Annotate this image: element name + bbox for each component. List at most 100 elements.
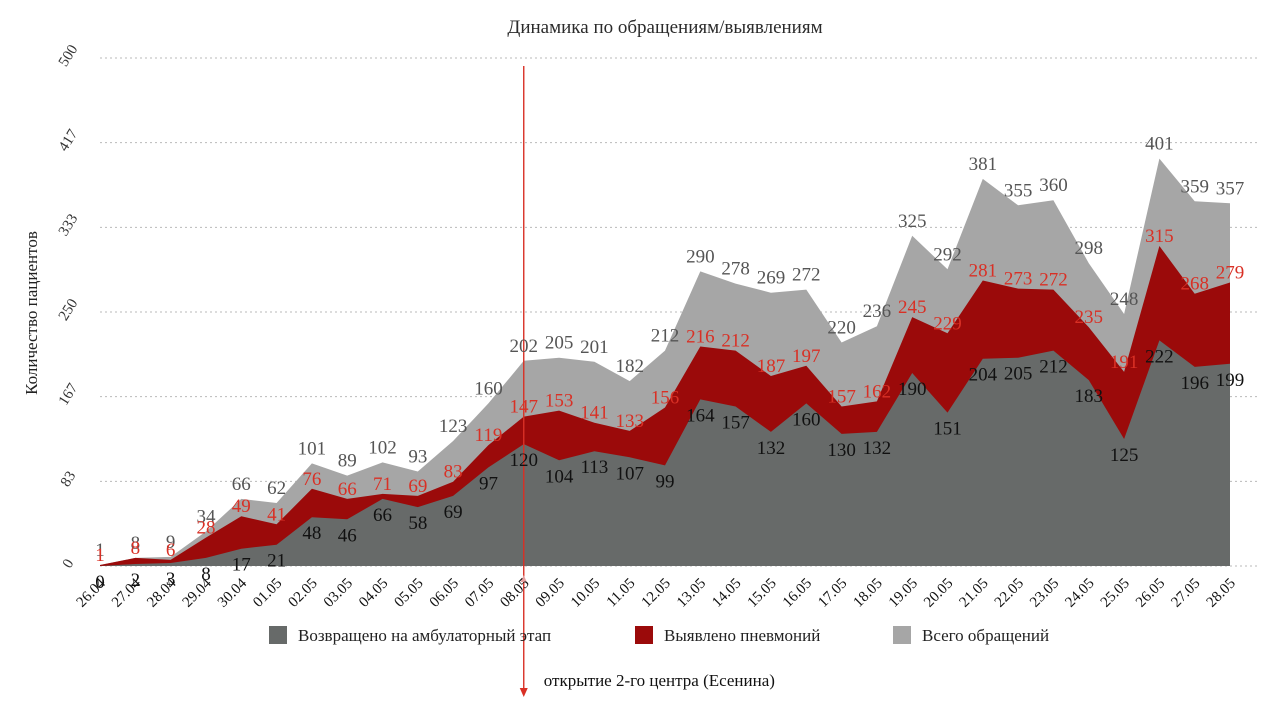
annotation-marker xyxy=(520,575,527,582)
data-label-total-label: 355 xyxy=(1004,180,1033,201)
data-label-returned-label: 205 xyxy=(1004,364,1033,385)
data-label-total-label: 102 xyxy=(368,437,397,458)
data-label-returned-label: 164 xyxy=(686,405,715,426)
x-tick-label: 26.05 xyxy=(1133,576,1168,611)
x-tick-label: 17.05 xyxy=(815,576,850,611)
data-label-total-label: 66 xyxy=(232,474,251,495)
data-label-pneumonia-label: 279 xyxy=(1216,263,1245,284)
x-tick-label: 16.05 xyxy=(780,576,815,611)
data-label-total-label: 357 xyxy=(1216,178,1245,199)
x-tick-label: 11.05 xyxy=(604,576,639,611)
data-label-total-label: 201 xyxy=(580,337,609,358)
x-tick-label: 13.05 xyxy=(674,576,709,611)
data-label-returned-label: 132 xyxy=(863,438,892,459)
legend-swatch xyxy=(635,626,653,644)
data-label-pneumonia-label: 315 xyxy=(1145,226,1174,247)
data-label-total-label: 34 xyxy=(196,506,216,527)
data-label-returned-label: 48 xyxy=(302,523,321,544)
data-label-returned-label: 160 xyxy=(792,409,821,430)
data-label-returned-label: 125 xyxy=(1110,445,1139,466)
data-label-returned-label: 46 xyxy=(338,525,357,546)
data-label-pneumonia-label: 272 xyxy=(1039,270,1068,291)
data-label-pneumonia-label: 1 xyxy=(95,545,105,566)
chart-title: Динамика по обращениям/выявлениям xyxy=(507,17,822,38)
legend-entry: Возвращено на амбулаторный этап xyxy=(298,626,551,645)
data-label-total-label: 212 xyxy=(651,326,680,347)
x-tick-label: 09.05 xyxy=(533,576,568,611)
data-label-total-label: 269 xyxy=(757,268,786,289)
x-tick-label: 01.05 xyxy=(250,576,285,611)
y-tick-label: 500 xyxy=(56,42,81,70)
data-label-returned-label: 130 xyxy=(827,440,856,461)
x-tick-label: 08.05 xyxy=(497,576,532,611)
data-label-returned-label: 66 xyxy=(373,505,392,526)
data-label-pneumonia-label: 147 xyxy=(510,397,539,418)
data-label-total-label: 325 xyxy=(898,211,927,232)
x-tick-label: 28.05 xyxy=(1204,576,1239,611)
data-label-total-label: 278 xyxy=(721,259,750,280)
x-tick-label: 10.05 xyxy=(568,576,603,611)
data-label-total-label: 248 xyxy=(1110,289,1139,310)
data-label-total-label: 220 xyxy=(827,317,856,338)
x-tick-label: 02.05 xyxy=(286,576,321,611)
data-label-pneumonia-label: 245 xyxy=(898,297,927,318)
data-label-pneumonia-label: 49 xyxy=(232,496,251,517)
x-tick-label: 03.05 xyxy=(321,576,356,611)
data-label-total-label: 9 xyxy=(166,532,176,553)
data-label-pneumonia-label: 212 xyxy=(721,331,750,352)
data-label-returned-label: 132 xyxy=(757,438,786,459)
data-label-returned-label: 58 xyxy=(408,513,427,534)
y-tick-label: 83 xyxy=(58,469,80,490)
x-tick-label: 25.05 xyxy=(1098,576,1133,611)
data-label-returned-label: 99 xyxy=(656,471,675,492)
y-tick-label: 417 xyxy=(56,126,82,154)
data-label-total-label: 360 xyxy=(1039,175,1068,196)
y-tick-label: 250 xyxy=(56,296,81,324)
x-tick-label: 06.05 xyxy=(427,576,462,611)
x-tick-label: 04.05 xyxy=(356,576,391,611)
data-label-pneumonia-label: 119 xyxy=(475,425,503,446)
x-tick-label: 22.05 xyxy=(992,576,1027,611)
data-label-total-label: 401 xyxy=(1145,134,1174,155)
data-label-returned-label: 107 xyxy=(615,463,644,484)
data-label-returned-label: 97 xyxy=(479,473,498,494)
data-label-pneumonia-label: 187 xyxy=(757,356,786,377)
data-label-returned-label: 2 xyxy=(131,570,141,591)
data-label-pneumonia-label: 235 xyxy=(1075,307,1104,328)
x-tick-label: 19.05 xyxy=(886,576,921,611)
data-label-total-label: 298 xyxy=(1075,238,1104,259)
data-label-pneumonia-label: 66 xyxy=(338,479,357,500)
data-label-returned-label: 17 xyxy=(232,555,251,576)
data-label-total-label: 93 xyxy=(408,447,427,468)
data-label-pneumonia-label: 273 xyxy=(1004,269,1033,290)
legend-entry: Всего обращений xyxy=(922,626,1049,645)
data-label-returned-label: 151 xyxy=(933,419,962,440)
data-label-total-label: 205 xyxy=(545,333,574,354)
annotation-arrowhead xyxy=(519,688,528,697)
data-label-pneumonia-label: 83 xyxy=(444,462,463,483)
data-label-returned-label: 222 xyxy=(1145,346,1174,367)
data-label-pneumonia-label: 153 xyxy=(545,391,574,412)
data-label-pneumonia-label: 157 xyxy=(827,386,856,407)
data-label-pneumonia-label: 281 xyxy=(969,261,998,282)
x-tick-label: 27.05 xyxy=(1168,576,1203,611)
series-areas xyxy=(100,158,1230,566)
data-label-pneumonia-label: 76 xyxy=(302,469,321,490)
data-label-pneumonia-label: 197 xyxy=(792,346,821,367)
y-axis-label: Количество пациентов xyxy=(22,231,41,395)
data-label-total-label: 8 xyxy=(131,533,141,554)
data-label-returned-label: 199 xyxy=(1216,370,1245,391)
data-label-returned-label: 183 xyxy=(1075,386,1104,407)
data-label-returned-label: 212 xyxy=(1039,357,1068,378)
data-label-returned-label: 104 xyxy=(545,466,574,487)
y-tick-label: 167 xyxy=(56,380,82,408)
x-tick-label: 20.05 xyxy=(921,576,956,611)
legend-swatch xyxy=(269,626,287,644)
data-label-returned-label: 204 xyxy=(969,365,998,386)
data-label-pneumonia-label: 216 xyxy=(686,327,715,348)
data-label-pneumonia-label: 268 xyxy=(1180,274,1209,295)
x-tick-label: 24.05 xyxy=(1062,576,1097,611)
data-label-pneumonia-label: 162 xyxy=(863,381,892,402)
data-label-pneumonia-label: 69 xyxy=(408,476,427,497)
